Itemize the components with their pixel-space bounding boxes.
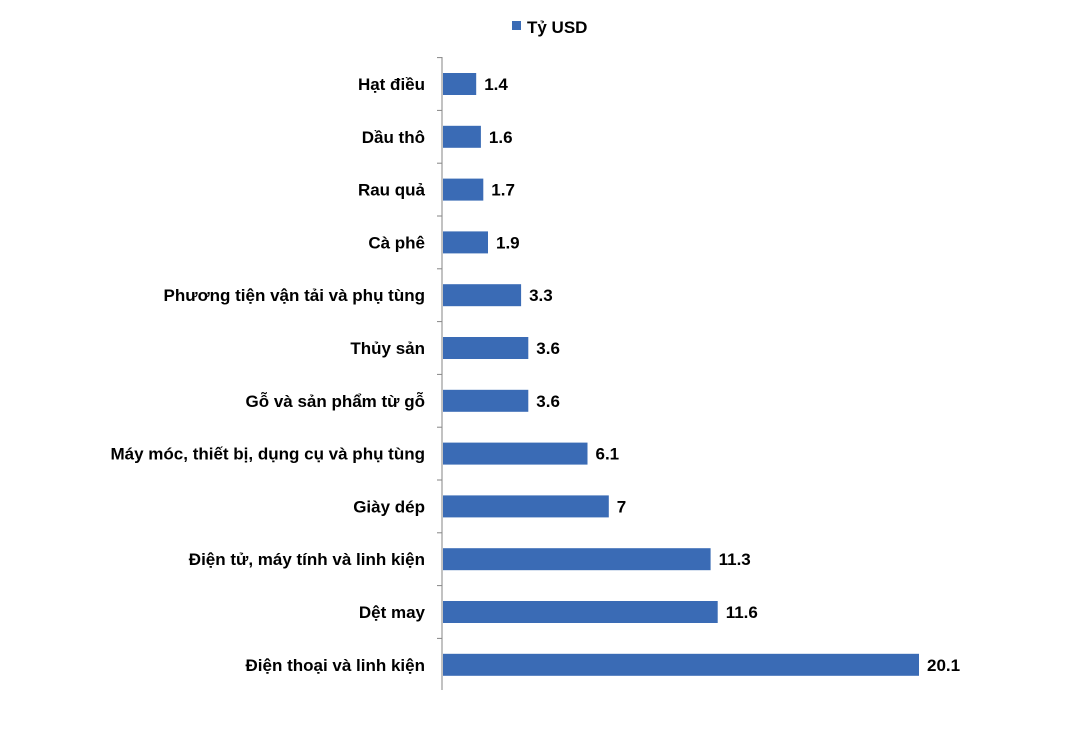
data-label: 1.7: [491, 181, 515, 200]
data-label: 6.1: [596, 445, 620, 464]
category-label: Phương tiện vận tải và phụ tùng: [164, 286, 425, 305]
legend-swatch: [512, 21, 521, 30]
bar: [443, 178, 484, 201]
data-label: 3.6: [536, 392, 560, 411]
legend-label: Tỷ USD: [527, 18, 587, 37]
bar: [443, 442, 588, 465]
bar: [443, 231, 488, 254]
bar: [443, 548, 711, 571]
data-label: 20.1: [927, 656, 960, 675]
data-label: 7: [617, 497, 626, 516]
data-label: 3.6: [536, 339, 560, 358]
category-label: Dệt may: [359, 603, 426, 622]
bar: [443, 73, 477, 95]
bar: [443, 337, 529, 359]
data-label: 1.4: [484, 75, 508, 94]
legend: Tỷ USD: [512, 18, 587, 37]
bar: [443, 495, 609, 518]
category-label: Thủy sản: [350, 339, 425, 358]
data-label: 1.6: [489, 128, 513, 147]
bar: [443, 389, 529, 412]
data-label: 11.6: [726, 603, 758, 622]
data-label: 11.3: [719, 550, 751, 569]
bar: [443, 601, 718, 623]
category-label: Cà phê: [368, 233, 425, 252]
bar: [443, 125, 481, 148]
bars: Hạt điều 1.4 Dầu thô 1.6 Rau quả 1.7 Cà phê 1.9…: [111, 57, 960, 676]
category-label: Giày dép: [353, 497, 425, 516]
data-label: 3.3: [529, 286, 553, 305]
bar: [443, 284, 522, 307]
category-label: Dầu thô: [362, 128, 425, 147]
category-label: Điện thoại và linh kiện: [246, 656, 425, 675]
data-label: 1.9: [496, 233, 520, 252]
category-label: Hạt điều: [358, 75, 425, 94]
bar: [443, 653, 919, 676]
category-label: Rau quả: [358, 181, 426, 200]
category-label: Gỗ và sản phẩm từ gỗ: [245, 392, 425, 411]
category-label: Máy móc, thiết bị, dụng cụ và phụ tùng: [111, 445, 426, 464]
category-label: Điện tử, máy tính và linh kiện: [189, 550, 425, 569]
